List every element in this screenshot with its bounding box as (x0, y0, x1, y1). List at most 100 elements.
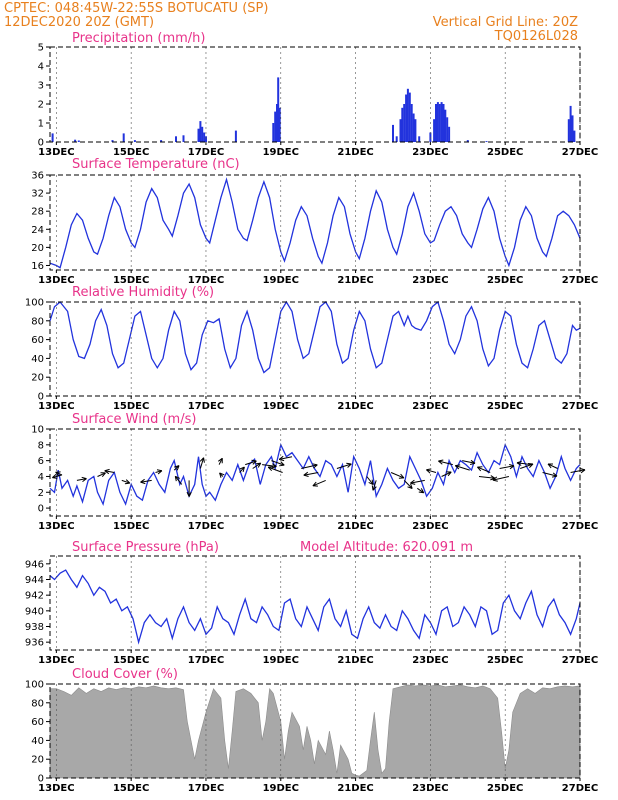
x-tick-label: 25DEC (487, 655, 523, 666)
precip-bar (571, 115, 574, 142)
wind-vector (76, 476, 87, 483)
wind-vector (186, 480, 192, 497)
precip-bar (412, 113, 415, 142)
x-tick-label: 19DEC (263, 401, 299, 412)
x-tick-label: 27DEC (562, 147, 598, 158)
precip-bar (182, 135, 185, 142)
cloud-cover-title: Cloud Cover (%) (72, 667, 178, 682)
x-tick-label: 21DEC (337, 783, 373, 794)
wind-vector (410, 479, 425, 485)
precip-bar (272, 123, 275, 142)
x-tick-label: 13DEC (38, 521, 74, 532)
y-tick-label: 4 (38, 472, 44, 483)
precip-bar (567, 119, 570, 142)
header-code: TQ0126L028 (494, 29, 578, 44)
header-location: CPTEC: 048:45W-22:55S BOTUCATU (SP) (4, 1, 268, 16)
series-line (49, 177, 581, 269)
x-tick-label: 25DEC (487, 401, 523, 412)
wind-vector (303, 471, 319, 477)
x-tick-label: 25DEC (487, 521, 523, 532)
plot-area (50, 47, 580, 142)
wind-vector (454, 464, 470, 471)
wind-vector (462, 459, 476, 465)
pressure-panel: Surface Pressure (hPa) Model Altitude: 6… (25, 540, 598, 666)
header-grid-note: Vertical Grid Line: 20Z (433, 15, 578, 30)
precip-bar (392, 124, 394, 142)
precip-bar (205, 136, 207, 142)
precip-bar (418, 136, 421, 142)
series-line (49, 300, 581, 374)
humidity-title: Relative Humidity (%) (72, 285, 214, 300)
x-tick-label: 17DEC (188, 401, 224, 412)
wind-vector (245, 459, 257, 466)
precip-bar (573, 130, 576, 142)
precip-bar (440, 102, 443, 142)
x-tick-label: 13DEC (38, 147, 74, 158)
y-tick-label: 2 (38, 100, 44, 111)
y-tick-label: 938 (25, 622, 44, 633)
x-tick-label: 23DEC (412, 401, 448, 412)
precip-bar (122, 133, 125, 142)
y-tick-label: 40 (31, 354, 44, 365)
series-line (49, 569, 581, 645)
precip-bar (274, 111, 277, 142)
precip-bar (175, 136, 177, 142)
humidity-panel: Relative Humidity (%) 0 20 40 60 80 100 13DEC 1… (25, 285, 598, 412)
y-tick-label: 10 (31, 425, 44, 436)
y-tick-label: 3 (38, 81, 44, 92)
y-tick-label: 24 (31, 225, 44, 236)
precip-bar (51, 133, 54, 142)
precip-bar (199, 121, 202, 142)
y-tick-label: 0 (38, 504, 44, 515)
wind-vector (239, 466, 245, 473)
precip-bar (277, 77, 280, 142)
wind-vector (219, 472, 225, 478)
y-tick-label: 60 (31, 335, 44, 346)
x-tick-label: 15DEC (113, 147, 149, 158)
precip-bar (203, 132, 206, 142)
precip-bar (466, 140, 469, 142)
wind-vector (174, 475, 183, 485)
wind-vector (542, 472, 558, 478)
y-tick-label: 940 (25, 606, 44, 617)
header-init-time: 12DEC2020 20Z (GMT) (4, 15, 154, 30)
precipitation-title: Precipitation (mm/h) (72, 31, 205, 46)
x-tick-label: 17DEC (188, 521, 224, 532)
wind-vector (55, 471, 63, 477)
precip-bar (234, 130, 237, 142)
precip-bar (405, 94, 408, 142)
y-tick-label: 2 (38, 488, 44, 499)
precip-bar (276, 104, 278, 142)
wind-vector (173, 465, 180, 471)
x-tick-label: 15DEC (113, 521, 149, 532)
x-tick-label: 15DEC (113, 275, 149, 286)
wind-vector (218, 457, 223, 465)
wind-vector (477, 466, 491, 473)
y-tick-label: 40 (31, 736, 44, 747)
y-tick-label: 0 (38, 392, 44, 403)
x-tick-label: 19DEC (263, 655, 299, 666)
y-tick-label: 20 (31, 755, 44, 766)
series-line (49, 442, 581, 507)
precip-bar (408, 92, 411, 142)
wind-vector (140, 478, 152, 485)
precip-bar (436, 102, 439, 142)
y-tick-label: 944 (25, 575, 44, 586)
wind-vector (516, 460, 532, 466)
y-tick-label: 20 (31, 373, 44, 384)
cloud-cover-panel: Cloud Cover (%) 0 20 40 60 80 100 13DEC 15DEC 17… (25, 667, 598, 794)
x-tick-label: 27DEC (562, 275, 598, 286)
wind-vector (199, 457, 205, 469)
y-tick-label: 8 (38, 440, 44, 451)
x-tick-label: 21DEC (337, 521, 373, 532)
wind-vector (155, 469, 163, 475)
wind-vector (278, 455, 293, 462)
wind-vector (441, 471, 452, 477)
precip-bar (414, 119, 417, 142)
pressure-title: Surface Pressure (hPa) (72, 540, 219, 555)
cloud-cover-area (49, 684, 581, 779)
x-tick-label: 13DEC (38, 783, 74, 794)
plot-frame (49, 555, 581, 651)
wind-vector (371, 480, 377, 491)
x-tick-label: 15DEC (113, 655, 149, 666)
